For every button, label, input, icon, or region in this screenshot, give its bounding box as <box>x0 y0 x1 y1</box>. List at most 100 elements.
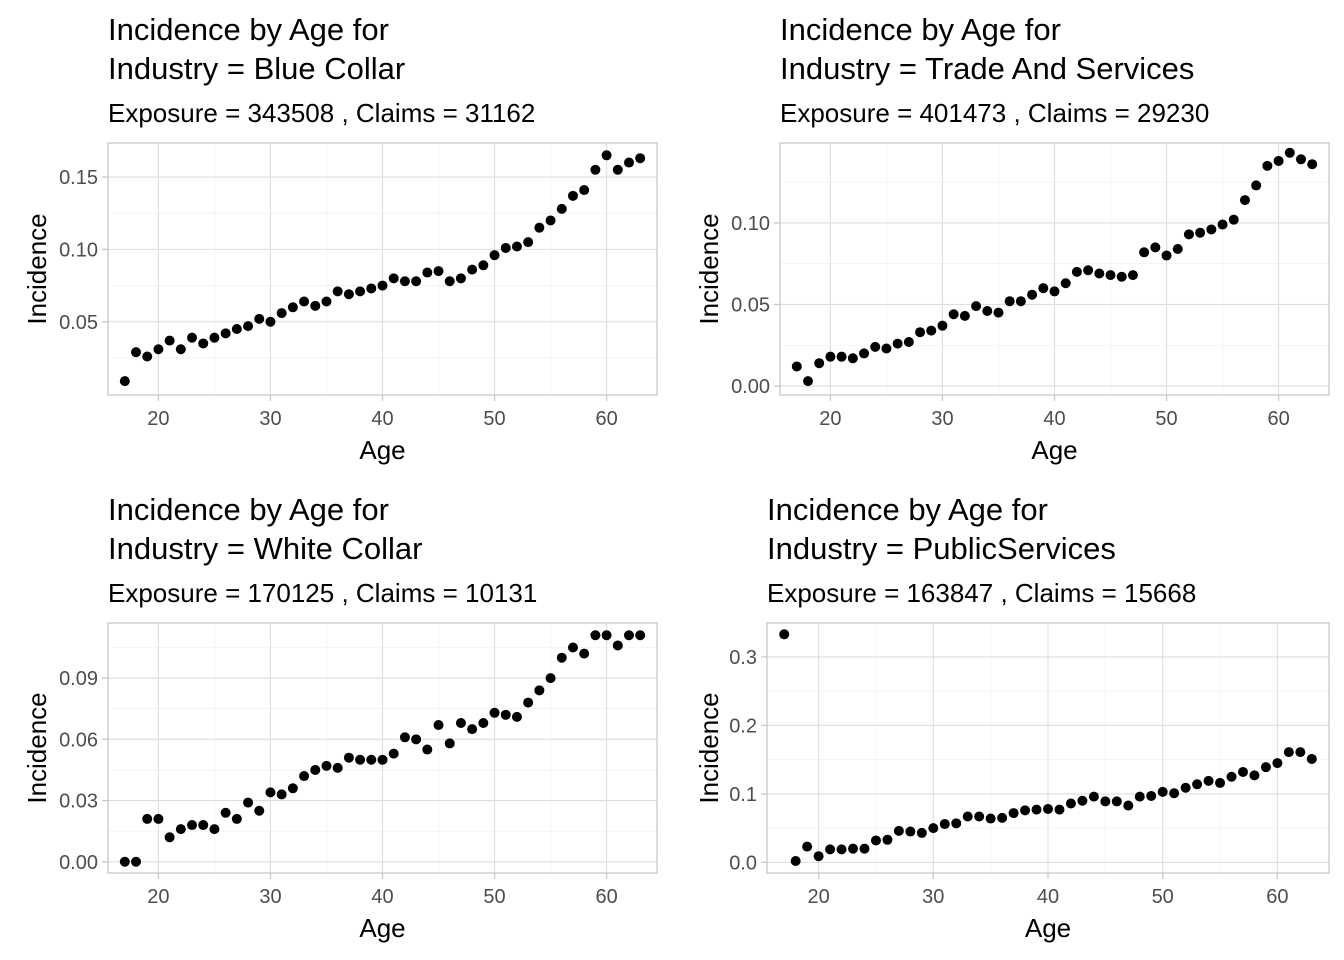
data-point <box>974 811 985 822</box>
chart-svg: 20 30 40 50 60 0.05 0.10 0.15 Incidence by Age … <box>22 12 658 465</box>
data-point <box>1157 786 1168 797</box>
data-point <box>153 344 164 355</box>
data-point <box>1105 270 1116 281</box>
data-point <box>254 313 265 324</box>
data-point <box>881 343 892 354</box>
data-point <box>556 652 567 663</box>
data-point <box>433 266 444 277</box>
data-point <box>119 376 130 387</box>
y-tick-label: 0.0 <box>729 852 757 874</box>
data-point <box>321 760 332 771</box>
x-tick-label: 60 <box>595 886 617 908</box>
data-point <box>455 718 466 728</box>
data-point <box>814 358 825 369</box>
data-point <box>489 250 500 261</box>
data-point <box>612 164 623 175</box>
data-point <box>1262 160 1273 171</box>
data-point <box>1295 747 1306 758</box>
data-point <box>1116 271 1127 282</box>
data-point <box>209 332 220 343</box>
data-point <box>1071 266 1082 277</box>
chart-panel-public-services: 20 30 40 50 60 0.0 0.1 0.2 0.3 Incidence by Age … <box>672 480 1344 960</box>
data-point <box>1088 791 1099 802</box>
data-point <box>962 811 973 822</box>
data-point <box>198 820 209 831</box>
data-point <box>567 190 578 201</box>
data-point <box>231 813 242 824</box>
points <box>119 150 646 387</box>
x-tick-label: 60 <box>595 408 617 430</box>
data-point <box>779 629 790 640</box>
data-point <box>859 348 870 359</box>
y-tick-label: 0.2 <box>729 715 757 737</box>
data-point <box>870 341 881 352</box>
data-point <box>388 273 399 284</box>
x-tick-label: 40 <box>371 886 393 908</box>
data-point <box>635 153 646 164</box>
data-point <box>1027 289 1038 300</box>
grid <box>767 623 1329 873</box>
data-point <box>1226 771 1237 782</box>
data-point <box>534 222 545 233</box>
data-point <box>265 787 276 798</box>
data-point <box>265 316 276 327</box>
data-point <box>1038 283 1049 294</box>
y-tick-label: 0.05 <box>731 294 770 316</box>
chart-svg: 20 30 40 50 60 0.00 0.05 0.10 Incidence by Age … <box>694 12 1330 465</box>
data-point <box>556 203 567 214</box>
y-tick-label: 0.00 <box>731 376 770 398</box>
data-point <box>332 762 343 773</box>
y-tick-label: 0.10 <box>59 239 98 261</box>
data-point <box>377 280 388 291</box>
x-tick-label: 40 <box>371 408 393 430</box>
y-tick-label: 0.10 <box>731 213 770 235</box>
data-point <box>1060 278 1071 289</box>
data-point <box>287 783 298 794</box>
data-point <box>836 351 847 362</box>
data-point <box>985 813 996 824</box>
chart-svg: 20 30 40 50 60 0.00 0.03 0.06 0.09 Incidence by … <box>22 492 658 943</box>
data-point <box>467 724 478 735</box>
axis-ticks: 20 30 40 50 60 0.00 0.03 0.06 0.09 <box>59 668 618 908</box>
y-axis-title: Incidence <box>694 692 724 803</box>
data-point <box>1307 159 1318 170</box>
chart-panel-white-collar: 20 30 40 50 60 0.00 0.03 0.06 0.09 Incidence by … <box>0 480 672 960</box>
data-point <box>1015 296 1026 307</box>
data-point <box>1273 155 1284 166</box>
data-point <box>142 351 153 362</box>
data-point <box>1192 779 1203 790</box>
data-point <box>1228 214 1239 225</box>
data-point <box>882 834 893 845</box>
x-tick-label: 50 <box>1155 408 1177 430</box>
data-point <box>948 309 959 320</box>
data-point <box>1260 762 1271 773</box>
data-point <box>500 709 511 720</box>
data-point <box>1049 286 1060 297</box>
x-axis-title: Age <box>359 913 405 943</box>
data-point <box>1195 227 1206 238</box>
data-point <box>1008 808 1019 819</box>
data-point <box>1054 804 1065 815</box>
data-point <box>1043 803 1053 814</box>
data-point <box>567 642 578 653</box>
data-point <box>802 841 813 852</box>
data-point <box>444 738 455 749</box>
x-tick-label: 30 <box>931 408 953 430</box>
data-point <box>601 150 612 161</box>
data-point <box>187 332 198 343</box>
data-point <box>579 185 590 196</box>
data-point <box>1100 796 1111 807</box>
data-point <box>523 237 534 248</box>
data-point <box>164 335 175 346</box>
data-point <box>1161 250 1172 261</box>
y-axis-title: Incidence <box>22 213 52 324</box>
y-tick-label: 0.06 <box>59 729 98 751</box>
chart-title-line-1: Incidence by Age for <box>780 12 1061 47</box>
data-point <box>1123 800 1134 811</box>
data-point <box>993 307 1004 318</box>
x-tick-label: 50 <box>483 886 505 908</box>
data-point <box>1134 791 1145 802</box>
data-point <box>813 851 824 862</box>
data-point <box>411 734 422 745</box>
data-point <box>310 764 321 775</box>
